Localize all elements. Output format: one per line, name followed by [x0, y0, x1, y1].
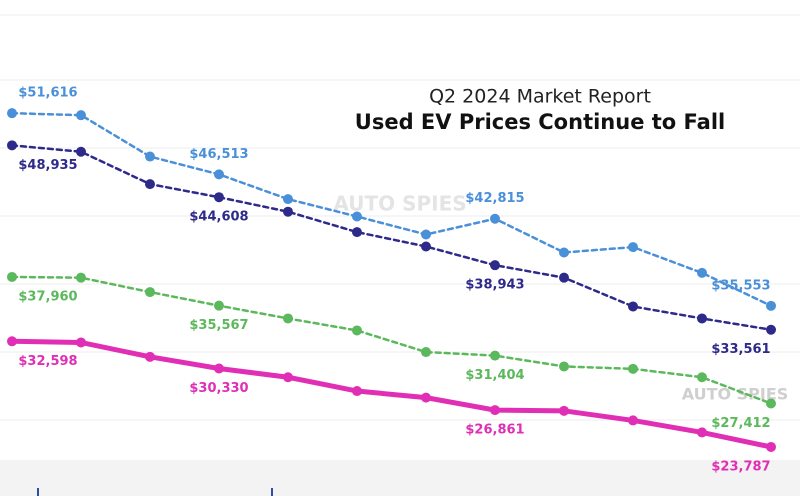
- point: [7, 108, 17, 119]
- point: [214, 300, 224, 311]
- point: [352, 227, 362, 238]
- point: [697, 427, 707, 438]
- data-label: $26,861: [465, 423, 524, 438]
- point: [766, 324, 776, 335]
- chart-title: Used EV Prices Continue to Fall: [355, 110, 725, 134]
- point: [214, 169, 224, 180]
- point: [76, 337, 86, 348]
- point: [145, 351, 155, 362]
- point: [145, 151, 155, 162]
- point: [559, 272, 569, 283]
- data-label: $33,561: [711, 342, 770, 357]
- footer-band: [0, 460, 800, 496]
- data-label: $44,608: [189, 210, 248, 225]
- point: [283, 194, 293, 205]
- series-line: [10, 144, 773, 331]
- point: [283, 206, 293, 217]
- data-label: $38,943: [465, 278, 524, 293]
- point: [145, 287, 155, 298]
- data-label: $37,960: [18, 289, 77, 304]
- chart-subtitle: Q2 2024 Market Report: [429, 86, 651, 108]
- point: [7, 271, 17, 282]
- point: [766, 441, 776, 452]
- point: [283, 372, 293, 383]
- point: [559, 405, 569, 416]
- point: [352, 386, 362, 397]
- point: [766, 398, 776, 409]
- point: [7, 140, 17, 151]
- point: [283, 313, 293, 324]
- data-label: $42,815: [465, 191, 524, 206]
- watermark: AUTO SPIES: [682, 385, 789, 404]
- point: [490, 405, 500, 416]
- series-line: [10, 275, 773, 405]
- data-label: $35,553: [711, 278, 770, 293]
- watermark: AUTO SPIES: [333, 192, 466, 216]
- series-line: [9, 338, 774, 450]
- data-label: $32,598: [18, 354, 77, 369]
- data-label: $30,330: [189, 381, 248, 396]
- point: [421, 347, 431, 358]
- point: [490, 350, 500, 361]
- point: [490, 213, 500, 224]
- data-label: $31,404: [465, 368, 524, 383]
- point: [76, 146, 86, 157]
- point: [76, 272, 86, 283]
- point: [766, 300, 776, 311]
- point: [628, 363, 638, 374]
- point: [628, 301, 638, 312]
- point: [214, 363, 224, 374]
- data-label: $35,567: [189, 318, 248, 333]
- point: [214, 192, 224, 203]
- data-label: $27,412: [711, 416, 770, 431]
- point: [421, 392, 431, 403]
- point: [352, 211, 362, 222]
- data-label: $51,616: [18, 86, 77, 101]
- point: [421, 241, 431, 252]
- point: [628, 415, 638, 426]
- series-line: [10, 111, 773, 308]
- data-label: $46,513: [189, 147, 248, 162]
- point: [697, 372, 707, 383]
- point: [145, 179, 155, 190]
- point: [559, 361, 569, 372]
- point: [490, 260, 500, 271]
- point: [352, 325, 362, 336]
- data-label: $48,935: [18, 158, 77, 173]
- data-label: $23,787: [711, 459, 770, 474]
- point: [7, 336, 17, 347]
- point: [76, 110, 86, 121]
- point: [628, 242, 638, 253]
- point: [421, 229, 431, 240]
- point: [559, 247, 569, 258]
- point: [697, 313, 707, 324]
- point: [697, 267, 707, 278]
